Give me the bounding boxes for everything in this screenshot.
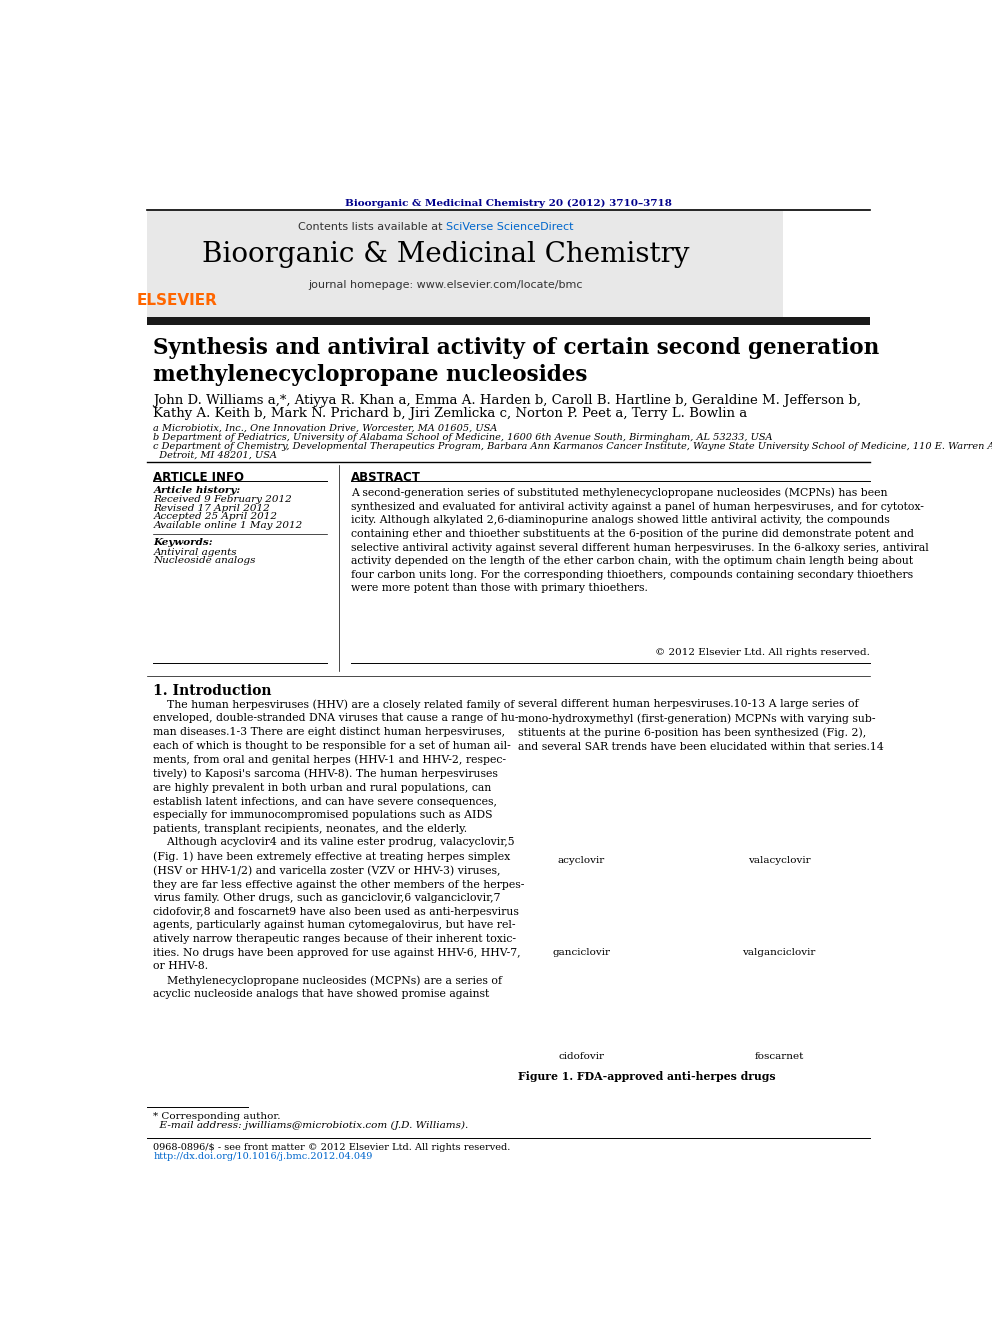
Text: Revised 17 April 2012: Revised 17 April 2012 bbox=[154, 504, 270, 513]
Text: Antiviral agents: Antiviral agents bbox=[154, 548, 237, 557]
Text: a Microbiotix, Inc., One Innovation Drive, Worcester, MA 01605, USA: a Microbiotix, Inc., One Innovation Driv… bbox=[154, 423, 498, 433]
Text: Available online 1 May 2012: Available online 1 May 2012 bbox=[154, 521, 303, 529]
Text: Keywords:: Keywords: bbox=[154, 538, 213, 548]
Text: E-mail address: jwilliams@microbiotix.com (J.D. Williams).: E-mail address: jwilliams@microbiotix.co… bbox=[154, 1122, 468, 1130]
Text: c Department of Chemistry, Developmental Therapeutics Program, Barbara Ann Karma: c Department of Chemistry, Developmental… bbox=[154, 442, 992, 451]
Text: http://dx.doi.org/10.1016/j.bmc.2012.04.049: http://dx.doi.org/10.1016/j.bmc.2012.04.… bbox=[154, 1152, 373, 1162]
Text: The human herpesviruses (HHV) are a closely related family of
enveloped, double-: The human herpesviruses (HHV) are a clos… bbox=[154, 700, 525, 999]
Text: © 2012 Elsevier Ltd. All rights reserved.: © 2012 Elsevier Ltd. All rights reserved… bbox=[655, 648, 870, 656]
FancyBboxPatch shape bbox=[147, 212, 783, 318]
Text: b Department of Pediatrics, University of Alabama School of Medicine, 1600 6th A: b Department of Pediatrics, University o… bbox=[154, 433, 773, 442]
Text: Bioorganic & Medicinal Chemistry: Bioorganic & Medicinal Chemistry bbox=[202, 241, 689, 269]
FancyBboxPatch shape bbox=[147, 318, 870, 325]
Text: Detroit, MI 48201, USA: Detroit, MI 48201, USA bbox=[154, 451, 278, 459]
Text: foscarnet: foscarnet bbox=[754, 1052, 804, 1061]
Text: valacyclovir: valacyclovir bbox=[748, 856, 810, 865]
Text: Article history:: Article history: bbox=[154, 486, 241, 495]
Text: valganciclovir: valganciclovir bbox=[742, 949, 815, 957]
Text: ganciclovir: ganciclovir bbox=[553, 949, 610, 957]
Text: Bioorganic & Medicinal Chemistry 20 (2012) 3710–3718: Bioorganic & Medicinal Chemistry 20 (201… bbox=[345, 198, 672, 208]
Text: 0968-0896/$ - see front matter © 2012 Elsevier Ltd. All rights reserved.: 0968-0896/$ - see front matter © 2012 El… bbox=[154, 1143, 511, 1152]
Text: several different human herpesviruses.10-13 A large series of
mono-hydroxymethyl: several different human herpesviruses.10… bbox=[518, 700, 884, 751]
Text: Kathy A. Keith b, Mark N. Prichard b, Jiri Zemlicka c, Norton P. Peet a, Terry L: Kathy A. Keith b, Mark N. Prichard b, Ji… bbox=[154, 406, 748, 419]
Text: Figure 1. FDA-approved anti-herpes drugs: Figure 1. FDA-approved anti-herpes drugs bbox=[518, 1072, 776, 1082]
Text: Contents lists available at: Contents lists available at bbox=[298, 222, 445, 232]
Text: 1. Introduction: 1. Introduction bbox=[154, 684, 272, 699]
Text: Accepted 25 April 2012: Accepted 25 April 2012 bbox=[154, 512, 278, 521]
Text: journal homepage: www.elsevier.com/locate/bmc: journal homepage: www.elsevier.com/locat… bbox=[309, 280, 583, 291]
Text: * Corresponding author.: * Corresponding author. bbox=[154, 1113, 281, 1121]
Text: Nucleoside analogs: Nucleoside analogs bbox=[154, 556, 256, 565]
Text: ARTICLE INFO: ARTICLE INFO bbox=[154, 471, 244, 484]
Text: Received 9 February 2012: Received 9 February 2012 bbox=[154, 495, 293, 504]
Text: ELSEVIER: ELSEVIER bbox=[136, 292, 217, 308]
Text: John D. Williams a,*, Atiyya R. Khan a, Emma A. Harden b, Caroll B. Hartline b, : John D. Williams a,*, Atiyya R. Khan a, … bbox=[154, 394, 861, 407]
Text: ABSTRACT: ABSTRACT bbox=[351, 471, 421, 484]
Text: acyclovir: acyclovir bbox=[558, 856, 605, 865]
Text: cidofovir: cidofovir bbox=[558, 1052, 604, 1061]
Text: A second-generation series of substituted methylenecyclopropane nucleosides (MCP: A second-generation series of substitute… bbox=[351, 488, 929, 593]
Text: SciVerse ScienceDirect: SciVerse ScienceDirect bbox=[445, 222, 573, 232]
Text: Synthesis and antiviral activity of certain second generation
methylenecycloprop: Synthesis and antiviral activity of cert… bbox=[154, 337, 880, 386]
